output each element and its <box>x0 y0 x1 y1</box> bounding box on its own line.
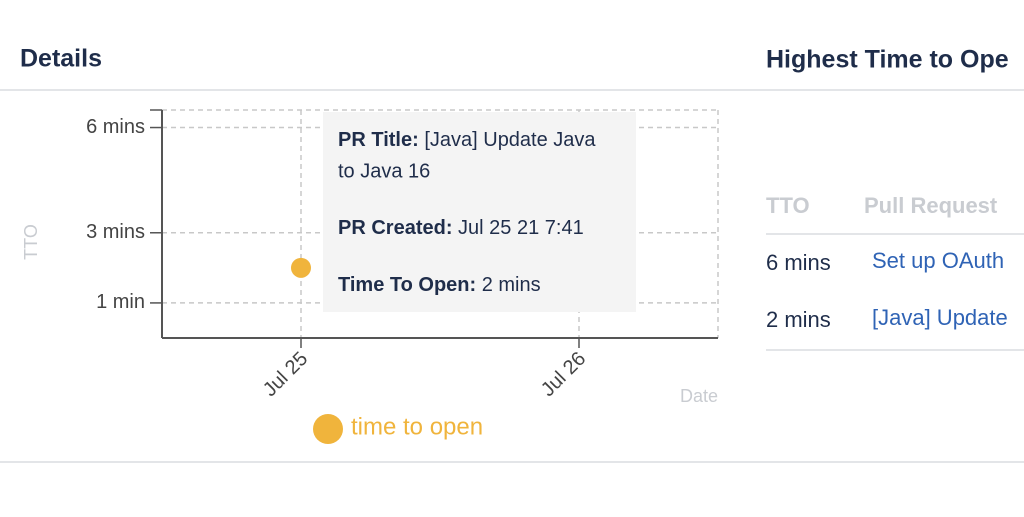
tooltip-value: [Java] Update Java <box>424 129 596 151</box>
section-title: Highest Time to Ope <box>766 46 1009 74</box>
tooltip-label: PR Created: <box>338 217 452 239</box>
tooltip-box <box>323 112 636 312</box>
x-tick-label: Jul 26 <box>537 348 590 401</box>
pr-link[interactable]: Set up OAuth <box>872 248 1004 273</box>
tooltip: PR Title: [Java] Update Java to Java 16 [J… <box>323 112 636 312</box>
table-header: TTO <box>766 193 810 218</box>
tooltip-line: to Java 16 <box>338 160 430 182</box>
chart: 1 min 3 mins 6 mins Jul 25 Jul 26 TTO Date time… <box>21 109 719 444</box>
table-cell: 6 mins <box>766 250 831 275</box>
data-point <box>291 257 311 278</box>
x-tick-label: Jul 25 <box>259 348 312 401</box>
tooltip-value: Jul 25 21 7:41 <box>458 217 584 239</box>
pr-link[interactable]: [Java] Update <box>872 305 1008 330</box>
tooltip-line: Time To Open: 2 mins <box>338 274 541 296</box>
tooltip-label: Time To Open: <box>338 274 476 296</box>
x-axis-label: Date <box>680 386 718 406</box>
tooltip-line: PR Created: Jul 25 21 7:41 <box>338 217 584 239</box>
tooltip-line: PR Title: [Java] Update Java <box>338 129 596 151</box>
y-axis-label: TTO <box>21 224 41 260</box>
table-header: Pull Request <box>864 193 998 218</box>
section-title: Details <box>20 45 102 73</box>
legend-marker <box>313 414 343 444</box>
tooltip-label: PR Title: <box>338 129 419 151</box>
table-cell: 2 mins <box>766 307 831 332</box>
tooltip-value: 2 mins <box>482 274 541 296</box>
table: TTO Pull Request 6 mins Set up OAuth 2 m… <box>766 193 1024 351</box>
legend-label: time to open <box>351 413 483 440</box>
y-tick-label: 6 mins <box>86 116 145 138</box>
y-tick-label: 3 mins <box>86 221 145 243</box>
y-tick-label: 1 min <box>96 291 145 313</box>
